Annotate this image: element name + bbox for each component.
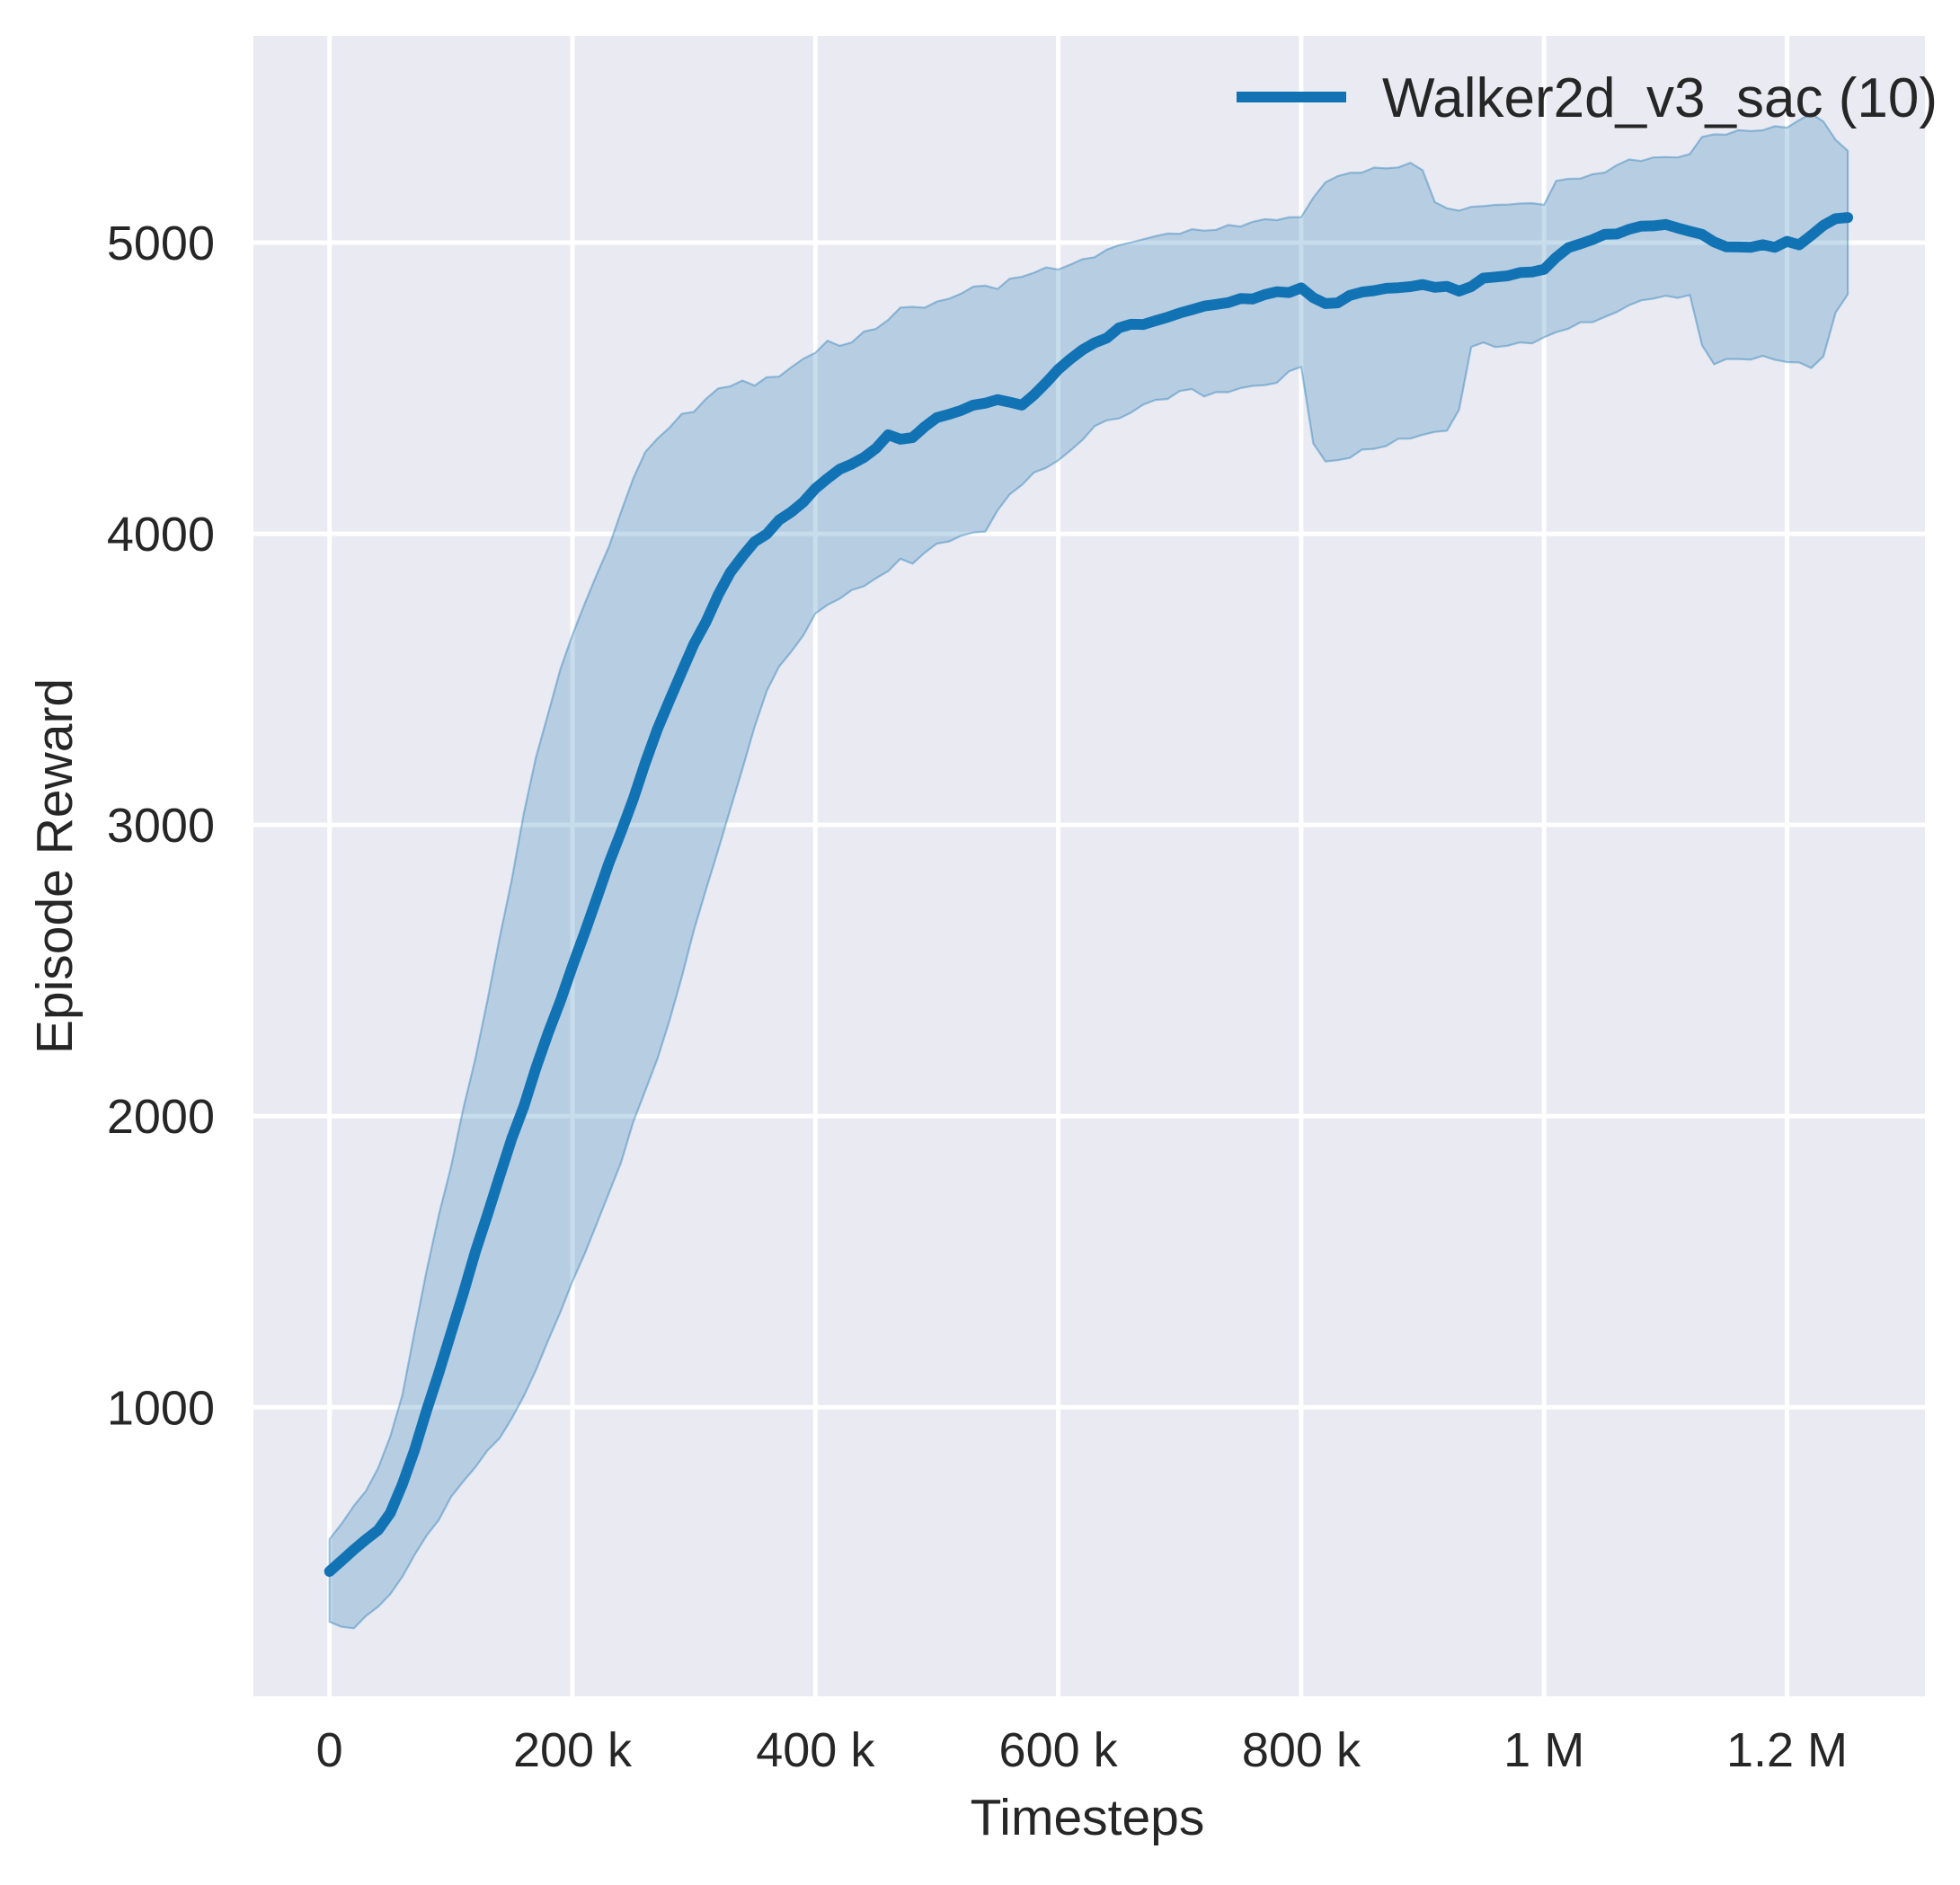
svg-text:2000: 2000 — [107, 1090, 215, 1144]
svg-text:Walker2d_v3_sac (10): Walker2d_v3_sac (10) — [1382, 67, 1938, 129]
svg-text:4000: 4000 — [107, 508, 215, 562]
svg-text:1.2 M: 1.2 M — [1726, 1723, 1848, 1777]
svg-text:600 k: 600 k — [999, 1723, 1119, 1777]
svg-text:5000: 5000 — [107, 217, 215, 270]
svg-text:0: 0 — [316, 1723, 343, 1777]
svg-text:400 k: 400 k — [756, 1723, 875, 1777]
svg-text:Timesteps: Timesteps — [971, 1789, 1205, 1846]
svg-text:200 k: 200 k — [513, 1723, 633, 1777]
svg-text:3000: 3000 — [107, 799, 215, 853]
svg-text:1000: 1000 — [107, 1381, 215, 1435]
svg-text:Episode Reward: Episode Reward — [26, 678, 84, 1054]
svg-text:800 k: 800 k — [1242, 1723, 1361, 1777]
svg-text:1 M: 1 M — [1503, 1723, 1584, 1777]
